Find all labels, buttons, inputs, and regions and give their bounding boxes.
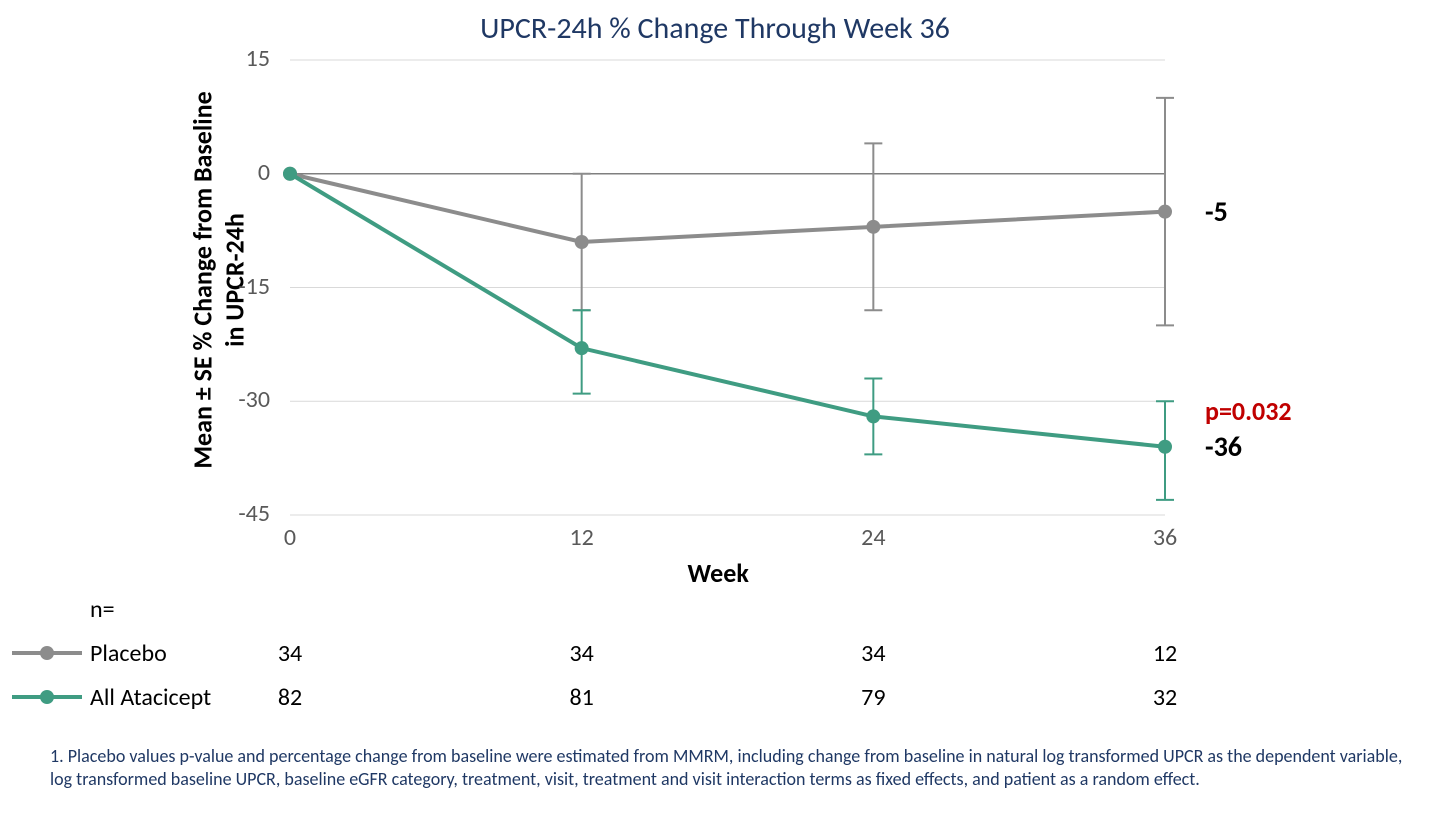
plot-area [280, 50, 1355, 545]
legend-dot-marker [40, 646, 54, 660]
y-tick-label: 15 [246, 44, 270, 73]
table-row-label: All Atacicept [90, 683, 211, 712]
p-value-label: p=0.032 [1205, 395, 1292, 427]
table-cell-value: 34 [270, 639, 310, 668]
table-cell-value: 79 [853, 683, 893, 712]
y-tick-label: -45 [238, 499, 270, 528]
table-row-label: Placebo [90, 639, 167, 668]
x-tick-label: 24 [853, 523, 893, 552]
footnote: 1. Placebo values p-value and percentage… [50, 745, 1410, 792]
x-tick-label: 12 [562, 523, 602, 552]
chart-container: UPCR-24h % Change Through Week 36 Mean ±… [0, 0, 1430, 835]
table-cell-value: 12 [1145, 639, 1185, 668]
legend-dot-marker [40, 690, 54, 704]
table-cell-value: 82 [270, 683, 310, 712]
y-tick-label: -15 [238, 272, 270, 301]
table-cell-value: 34 [562, 639, 602, 668]
y-tick-label: -30 [238, 385, 270, 414]
table-cell-value: 34 [853, 639, 893, 668]
x-tick-label: 36 [1145, 523, 1185, 552]
table-cell-value: 32 [1145, 683, 1185, 712]
table-header-n: n= [90, 595, 115, 624]
y-tick-label: 0 [258, 158, 270, 187]
table-cell-value: 81 [562, 683, 602, 712]
endpoint-value-label: -5 [1205, 194, 1228, 229]
x-axis-label: Week [688, 557, 749, 589]
chart-title: UPCR-24h % Change Through Week 36 [0, 10, 1430, 47]
endpoint-value-label: -36 [1205, 429, 1242, 464]
x-tick-label: 0 [270, 523, 310, 552]
